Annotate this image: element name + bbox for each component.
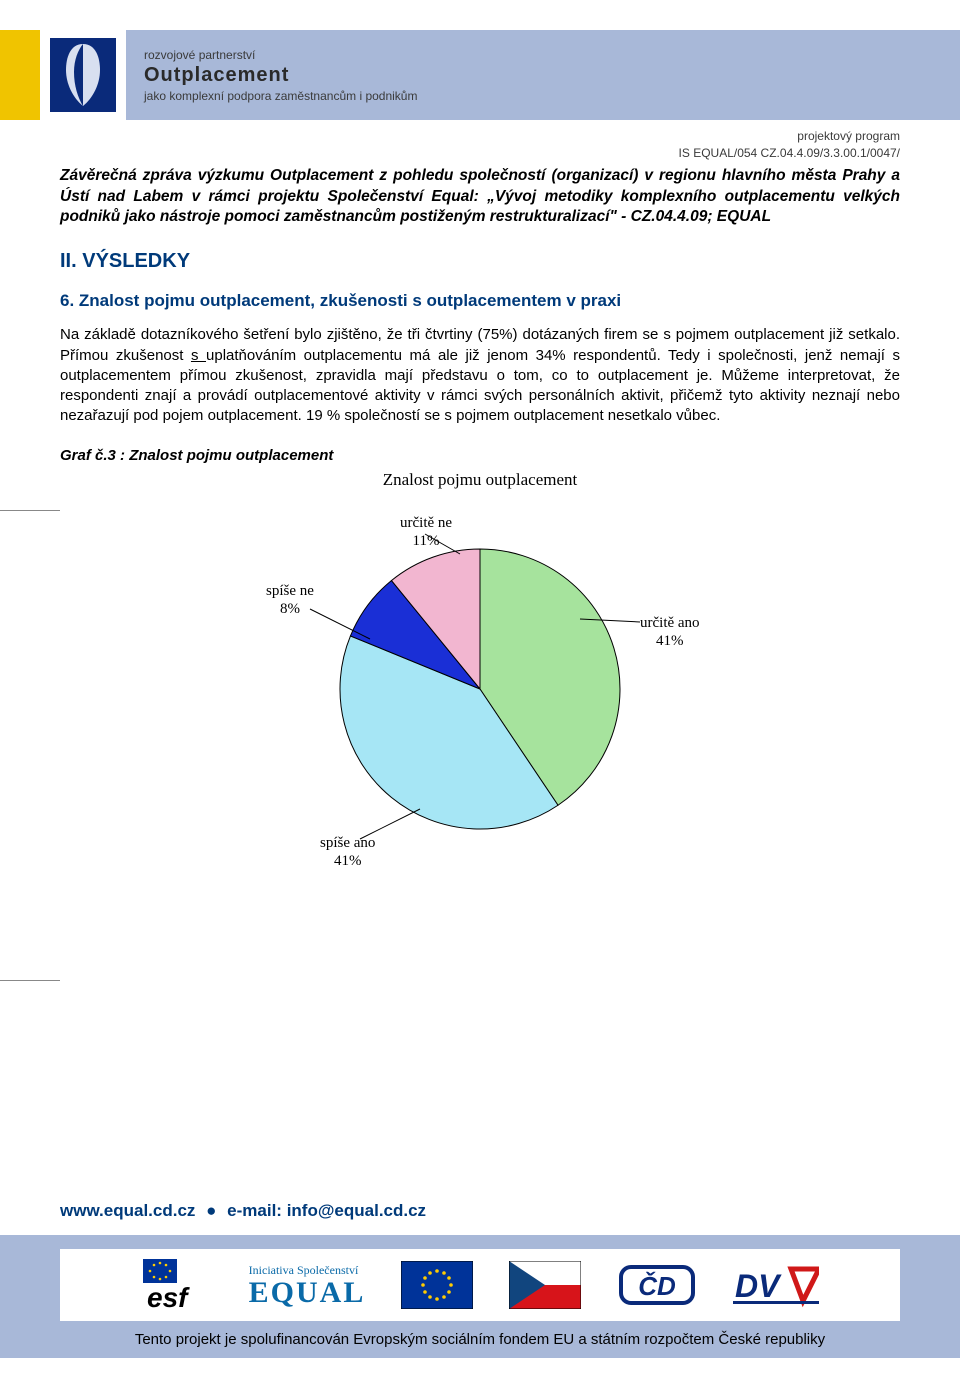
contact-web: www.equal.cd.cz xyxy=(60,1201,195,1220)
chart-caption: Graf č.3 : Znalost pojmu outplacement xyxy=(60,447,900,464)
equal-logo-icon: Iniciativa Společenství EQUAL xyxy=(249,1263,366,1308)
header-blue-band: rozvojové partnerství Outplacement jako … xyxy=(126,30,960,120)
pie-chart: Znalost pojmu outplacement určitě ne 11%… xyxy=(210,470,750,894)
label-urcite-ano: určitě ano 41% xyxy=(640,614,700,652)
content-area: Závěrečná zpráva výzkumu Outplacement z … xyxy=(0,166,960,894)
body-p1-underline: s xyxy=(191,347,206,364)
cz-flag-icon xyxy=(509,1261,581,1309)
project-meta: projektový program IS EQUAL/054 CZ.04.4.… xyxy=(0,120,960,166)
svg-text:esf: esf xyxy=(147,1282,190,1311)
label-urcite-ne: určitě ne 11% xyxy=(400,514,452,552)
svg-text:ČD: ČD xyxy=(639,1271,677,1301)
pie-svg xyxy=(210,514,750,874)
contact-email-label: e-mail: xyxy=(227,1201,282,1220)
footer: www.equal.cd.cz ● e-mail: info@equal.cd.… xyxy=(0,1201,960,1358)
contact-line: www.equal.cd.cz ● e-mail: info@equal.cd.… xyxy=(0,1201,960,1221)
label-spise-ne: spíše ne 8% xyxy=(266,582,314,620)
header-line2: Outplacement xyxy=(144,64,960,87)
left-margin-rule xyxy=(0,510,60,511)
logo-block xyxy=(40,30,126,120)
outplacement-logo-icon xyxy=(48,36,118,114)
footer-band: esf Iniciativa Společenství EQUAL xyxy=(0,1235,960,1358)
pie-area: určitě ne 11% spíše ne 8% určitě ano 41%… xyxy=(210,514,750,894)
header-line1: rozvojové partnerství xyxy=(144,48,960,62)
bullet-icon: ● xyxy=(200,1201,222,1220)
subsection-heading: 6. Znalost pojmu outplacement, zkušenost… xyxy=(60,291,900,311)
chart-title: Znalost pojmu outplacement xyxy=(210,470,750,490)
meta-line1: projektový program xyxy=(0,128,900,145)
label-spise-ano: spíše ano 41% xyxy=(320,834,375,872)
body-paragraph: Na základě dotazníkového šetření bylo zj… xyxy=(60,325,900,426)
footer-funding-text: Tento projekt je spolufinancován Evropsk… xyxy=(60,1331,900,1348)
esf-logo-icon: esf xyxy=(141,1259,213,1311)
eu-flag-icon xyxy=(401,1261,473,1309)
yellow-accent xyxy=(0,30,40,120)
equal-line2: EQUAL xyxy=(249,1278,366,1308)
contact-email: info@equal.cd.cz xyxy=(287,1201,426,1220)
report-title: Závěrečná zpráva výzkumu Outplacement z … xyxy=(60,166,900,229)
header-band: rozvojové partnerství Outplacement jako … xyxy=(0,30,960,120)
dvi-logo-icon: DV xyxy=(733,1261,819,1309)
svg-text:DV: DV xyxy=(735,1268,782,1304)
meta-line2: IS EQUAL/054 CZ.04.4.09/3.3.00.1/0047/ xyxy=(0,145,900,162)
left-margin-rule xyxy=(0,980,60,981)
cd-logo-icon: ČD xyxy=(617,1261,697,1309)
header-line3: jako komplexní podpora zaměstnancům i po… xyxy=(144,89,960,103)
footer-logos-row: esf Iniciativa Společenství EQUAL xyxy=(60,1249,900,1321)
section-heading: II. VÝSLEDKY xyxy=(60,250,900,273)
